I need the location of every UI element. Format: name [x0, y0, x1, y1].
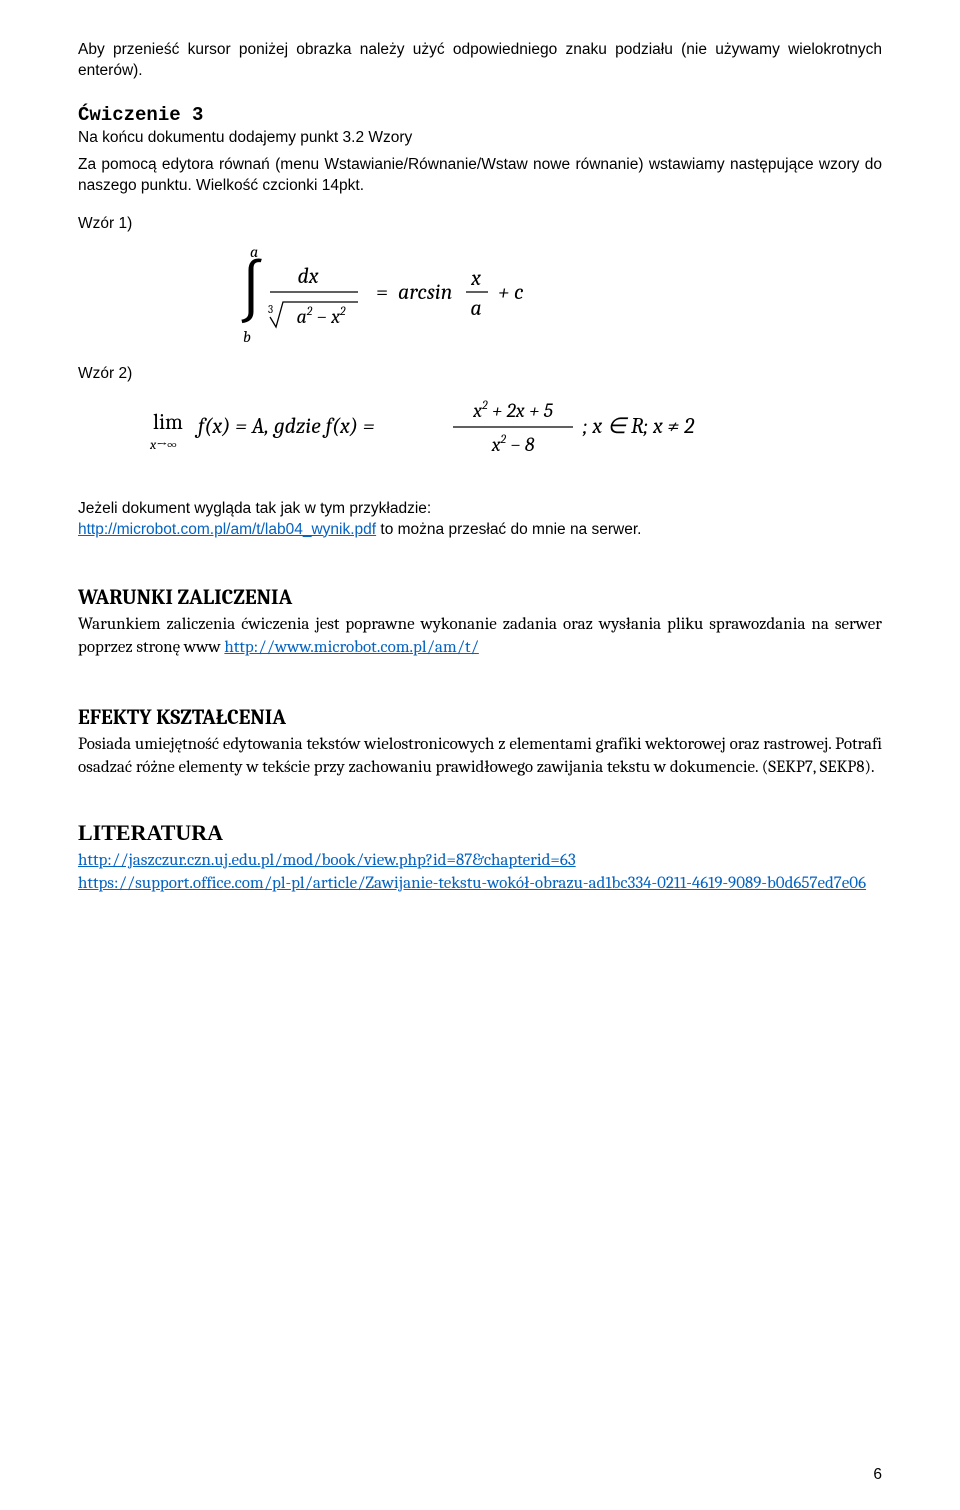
svg-text:a2 − x2: a2 − x2: [296, 304, 346, 328]
formula-1-block: Wzór 1) ∫ a b dx 3 a2 − x2 = arcsin x a …: [78, 215, 882, 347]
literatura-link-1[interactable]: http://jaszczur.czn.uj.edu.pl/mod/book/v…: [78, 851, 576, 870]
exercise-line1: Na końcu dokumentu dodajemy punkt 3.2 Wz…: [78, 128, 882, 149]
exercise-line2: Za pomocą edytora równań (menu Wstawiani…: [78, 155, 882, 197]
svg-text:f(x) = A, gdzie f(x) =: f(x) = A, gdzie f(x) =: [194, 413, 375, 439]
formula-1-svg: ∫ a b dx 3 a2 − x2 = arcsin x a + c: [78, 237, 598, 347]
efekty-heading: EFEKTY KSZTAŁCENIA: [78, 706, 882, 730]
svg-text:x2 − 8: x2 − 8: [491, 432, 535, 456]
formula-2-svg: lim x→∞ f(x) = A, gdzie f(x) = x2 + 2x +…: [78, 387, 838, 467]
svg-text:b: b: [243, 328, 251, 346]
svg-text:∫: ∫: [238, 254, 265, 328]
literatura-heading: LITERATURA: [78, 820, 882, 846]
formula-2-block: Wzór 2) lim x→∞ f(x) = A, gdzie f(x) = x…: [78, 365, 882, 467]
svg-text:; x ∈ R; x ≠ 2: ; x ∈ R; x ≠ 2: [582, 413, 695, 439]
svg-text:x: x: [470, 265, 481, 291]
warunki-heading: WARUNKI ZALICZENIA: [78, 586, 882, 610]
result-post: to można przesłać do mnie na serwer.: [380, 521, 641, 538]
svg-text:a: a: [470, 295, 481, 321]
svg-text:x2 + 2x + 5: x2 + 2x + 5: [472, 398, 554, 422]
page-number: 6: [873, 1466, 882, 1484]
literatura-link-2[interactable]: https://support.office.com/pl-pl/article…: [78, 874, 866, 893]
warunki-link[interactable]: http://www.microbot.com.pl/am/t/: [224, 638, 478, 657]
svg-text:lim: lim: [153, 409, 183, 435]
warunki-body: Warunkiem zaliczenia ćwiczenia jest popr…: [78, 614, 882, 660]
svg-text:3: 3: [268, 303, 273, 316]
formula-1-label: Wzór 1): [78, 215, 882, 233]
svg-text:arcsin: arcsin: [398, 279, 452, 305]
result-pre: Jeżeli dokument wygląda tak jak w tym pr…: [78, 500, 431, 517]
svg-text:dx: dx: [297, 263, 318, 289]
exercise-heading: Ćwiczenie 3: [78, 104, 882, 126]
svg-text:=: =: [376, 279, 388, 305]
svg-text:+ c: + c: [498, 279, 524, 305]
result-link[interactable]: http://microbot.com.pl/am/t/lab04_wynik.…: [78, 521, 376, 538]
warunki-body-pre: Warunkiem zaliczenia ćwiczenia jest popr…: [78, 615, 882, 657]
result-paragraph: Jeżeli dokument wygląda tak jak w tym pr…: [78, 499, 882, 541]
intro-paragraph: Aby przenieść kursor poniżej obrazka nal…: [78, 40, 882, 82]
formula-2-label: Wzór 2): [78, 365, 882, 383]
efekty-body: Posiada umiejętność edytowania tekstów w…: [78, 734, 882, 780]
svg-text:x→∞: x→∞: [149, 436, 177, 453]
svg-text:a: a: [250, 243, 258, 261]
